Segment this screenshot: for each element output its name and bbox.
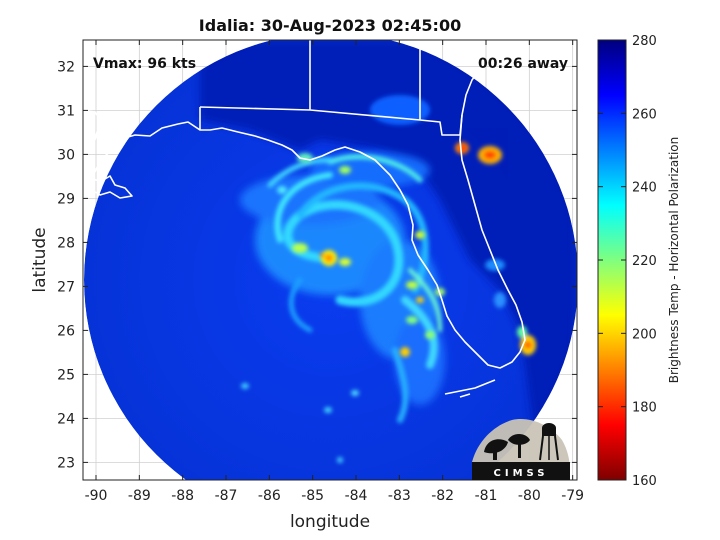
brightness-temp-swath: [83, 40, 577, 480]
cimss-logo: CIMSS: [472, 419, 570, 480]
vmax-annotation: Vmax: 96 kts: [93, 56, 196, 72]
y-tick-label: 27: [57, 279, 75, 295]
colorbar-tick-label: 200: [632, 327, 657, 342]
y-tick-label: 31: [57, 103, 75, 119]
x-ticks: -90 -89 -88 -87 -86 -85 -84 -83 -82 -81 -80 -79: [85, 40, 584, 504]
colorbar-tick-label: 240: [632, 181, 657, 196]
x-tick-label: -86: [258, 488, 281, 504]
y-tick-label: 32: [57, 59, 75, 75]
colorbar-ticks: 160 180 200 220 240 260 280: [598, 34, 657, 489]
figure-title: Idalia: 30-Aug-2023 02:45:00: [199, 16, 461, 35]
x-tick-label: -87: [215, 488, 238, 504]
colorbar-tick-label: 160: [632, 474, 657, 489]
x-tick-label: -85: [301, 488, 324, 504]
y-tick-label: 29: [57, 191, 75, 207]
colorbar-tick-label: 220: [632, 254, 657, 269]
colorbar-tick-label: 260: [632, 107, 657, 122]
x-tick-label: -79: [561, 488, 584, 504]
colorbar-tick-label: 280: [632, 34, 657, 49]
x-tick-label: -80: [518, 488, 541, 504]
x-axis-label: longitude: [290, 512, 370, 532]
x-tick-label: -81: [475, 488, 498, 504]
x-tick-label: -89: [128, 488, 151, 504]
coastlines: [83, 40, 526, 398]
y-tick-label: 23: [57, 455, 75, 471]
time-away-annotation: 00:26 away: [478, 56, 568, 72]
colorbar-tick-label: 180: [632, 401, 657, 416]
satellite-dish-icon: [484, 439, 508, 454]
y-tick-label: 24: [57, 411, 75, 427]
x-tick-label: -84: [345, 488, 368, 504]
x-tick-label: -82: [431, 488, 454, 504]
water-tower-icon: [539, 423, 559, 461]
y-tick-label: 28: [57, 235, 75, 251]
y-axis-label: latitude: [30, 227, 50, 292]
axes-frame: [82, 39, 578, 481]
y-tick-label: 26: [57, 323, 75, 339]
cimss-logo-text: CIMSS: [494, 468, 549, 479]
y-tick-label: 25: [57, 367, 75, 383]
x-tick-label: -90: [85, 488, 108, 504]
y-ticks: 23 24 25 26 27 28 29 30 31 32: [57, 59, 577, 471]
x-tick-label: -88: [171, 488, 194, 504]
x-tick-label: -83: [388, 488, 411, 504]
y-tick-label: 30: [57, 147, 75, 163]
colorbar-label: Brightness Temp - Horizontal Polarizatio…: [667, 137, 681, 384]
